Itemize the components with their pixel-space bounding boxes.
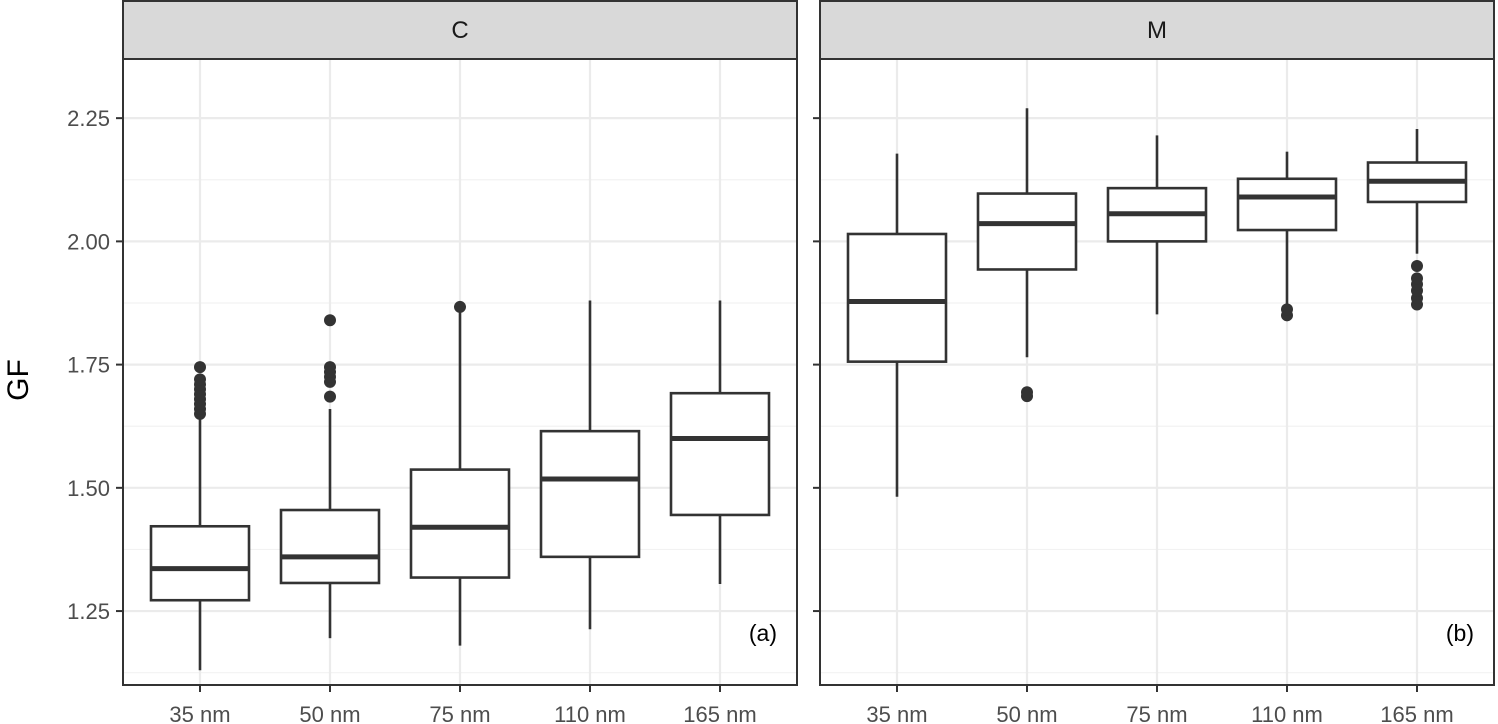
facet-strip-label: C	[451, 17, 468, 44]
x-tick-label: 50 nm	[996, 702, 1057, 724]
y-tick-label: 1.25	[67, 599, 110, 624]
facet-strip	[819, 0, 1495, 60]
outlier-point	[324, 314, 336, 327]
outlier-point	[1021, 386, 1033, 399]
box-iqr	[1236, 177, 1338, 232]
panel-tag: (a)	[749, 620, 777, 646]
facet-strip	[122, 0, 798, 60]
outlier-point	[324, 390, 336, 403]
x-tick-label: 35 nm	[169, 702, 230, 724]
y-axis-title: GF	[2, 359, 35, 401]
outlier-point	[194, 373, 206, 386]
box-75-nm	[409, 300, 511, 646]
outlier-point	[1281, 303, 1293, 316]
x-tick-label: 110 nm	[1251, 702, 1323, 724]
box-110-nm	[1236, 151, 1338, 322]
y-tick-label: 1.75	[67, 353, 110, 378]
x-tick-label: 75 nm	[1126, 702, 1187, 724]
box-iqr	[976, 192, 1078, 271]
box-iqr	[539, 429, 641, 559]
box-50-nm	[279, 314, 381, 639]
box-50-nm	[976, 108, 1078, 403]
y-tick-label: 2.00	[67, 229, 110, 254]
box-165-nm	[1366, 128, 1468, 311]
y-tick-label: 2.25	[67, 106, 110, 131]
panel-tag: (b)	[1446, 620, 1474, 646]
x-tick-label: 50 nm	[299, 702, 360, 724]
panel-m: M (b) 35 nm 50 nm 75 nm 110 nm 165 nm	[813, 0, 1495, 724]
outlier-point	[194, 361, 206, 374]
box-165-nm	[669, 300, 771, 584]
x-tick-label: 35 nm	[866, 702, 927, 724]
box-110-nm	[539, 300, 641, 630]
x-tick-label: 75 nm	[429, 702, 490, 724]
box-iqr	[669, 391, 771, 517]
outlier-point	[1411, 272, 1423, 285]
box-35-nm	[846, 153, 948, 497]
facet-strip-label: M	[1147, 17, 1167, 44]
x-tick-label: 165 nm	[1380, 702, 1453, 724]
panel-c: C (a) 35 nm 50 nm 75 nm 110 nm 165 nm	[116, 0, 798, 724]
box-iqr	[409, 468, 511, 579]
box-iqr	[846, 232, 948, 363]
y-tick-label: 1.50	[67, 476, 110, 501]
outlier-point	[454, 300, 466, 313]
outlier-point	[324, 361, 336, 374]
box-75-nm	[1106, 135, 1208, 315]
box-iqr	[149, 524, 251, 602]
x-tick-label: 165 nm	[683, 702, 756, 724]
x-tick-label: 110 nm	[554, 702, 626, 724]
outlier-point	[1411, 260, 1423, 273]
box-35-nm	[149, 361, 251, 671]
box-iqr	[279, 508, 381, 585]
